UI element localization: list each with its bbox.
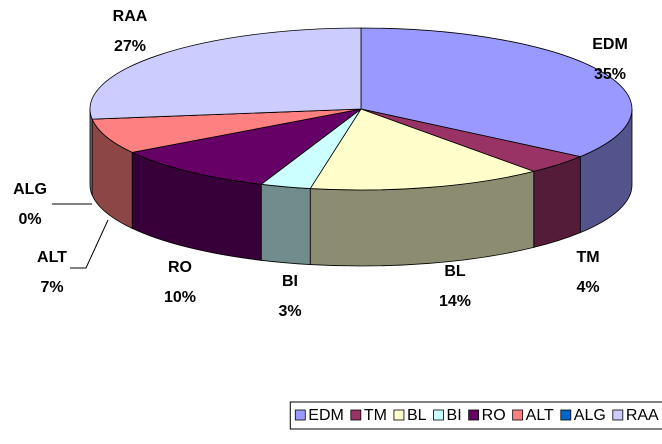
legend-swatch <box>468 409 480 421</box>
legend-label: EDM <box>308 407 344 424</box>
legend-swatch <box>350 409 362 421</box>
slice-side <box>533 156 581 248</box>
legend-swatch <box>512 409 524 421</box>
category-label: RAA <box>113 8 148 25</box>
legend-swatch <box>393 409 405 421</box>
value-label: 35% <box>594 66 626 83</box>
category-label: BL <box>444 263 466 280</box>
data-labels: EDM 35% TM 4% BL 14% BI 3% RO 10% ALT 7% ALG 0% RAA 27% <box>13 8 628 320</box>
legend-swatch <box>560 409 572 421</box>
value-label: 27% <box>114 38 146 55</box>
legend-swatch <box>294 409 306 421</box>
legend-swatch <box>612 409 624 421</box>
value-label: 3% <box>278 303 301 320</box>
slice <box>309 108 536 191</box>
leader-line <box>70 219 109 269</box>
value-label: 7% <box>40 279 63 296</box>
legend-label: ALG <box>574 407 606 424</box>
legend-swatch <box>433 409 444 421</box>
legend-label: RO <box>482 407 506 424</box>
pie-sides <box>89 108 633 267</box>
value-label: 0% <box>18 211 41 228</box>
slice-side <box>89 108 93 196</box>
category-label: ALG <box>13 181 47 198</box>
category-label: EDM <box>592 36 628 53</box>
category-label: ALT <box>37 249 67 266</box>
value-label: 14% <box>439 293 471 310</box>
legend-label: ALT <box>526 407 554 424</box>
category-label: RO <box>168 259 192 276</box>
slice <box>130 108 362 185</box>
slice <box>91 108 362 153</box>
slice <box>89 27 362 120</box>
category-label: TM <box>576 249 599 266</box>
value-label: 10% <box>164 289 196 306</box>
value-label: 4% <box>576 279 599 296</box>
slice-side <box>260 183 311 265</box>
slice <box>360 27 633 158</box>
legend: EDM TM BL BI RO ALT ALG RAA <box>289 401 662 430</box>
legend-label: TM <box>364 407 387 424</box>
legend-label: BI <box>447 407 462 424</box>
legend-label: RAA <box>626 407 659 424</box>
legend-label: BL <box>407 407 427 424</box>
pie-tops <box>89 27 633 191</box>
category-label: BI <box>282 273 298 290</box>
